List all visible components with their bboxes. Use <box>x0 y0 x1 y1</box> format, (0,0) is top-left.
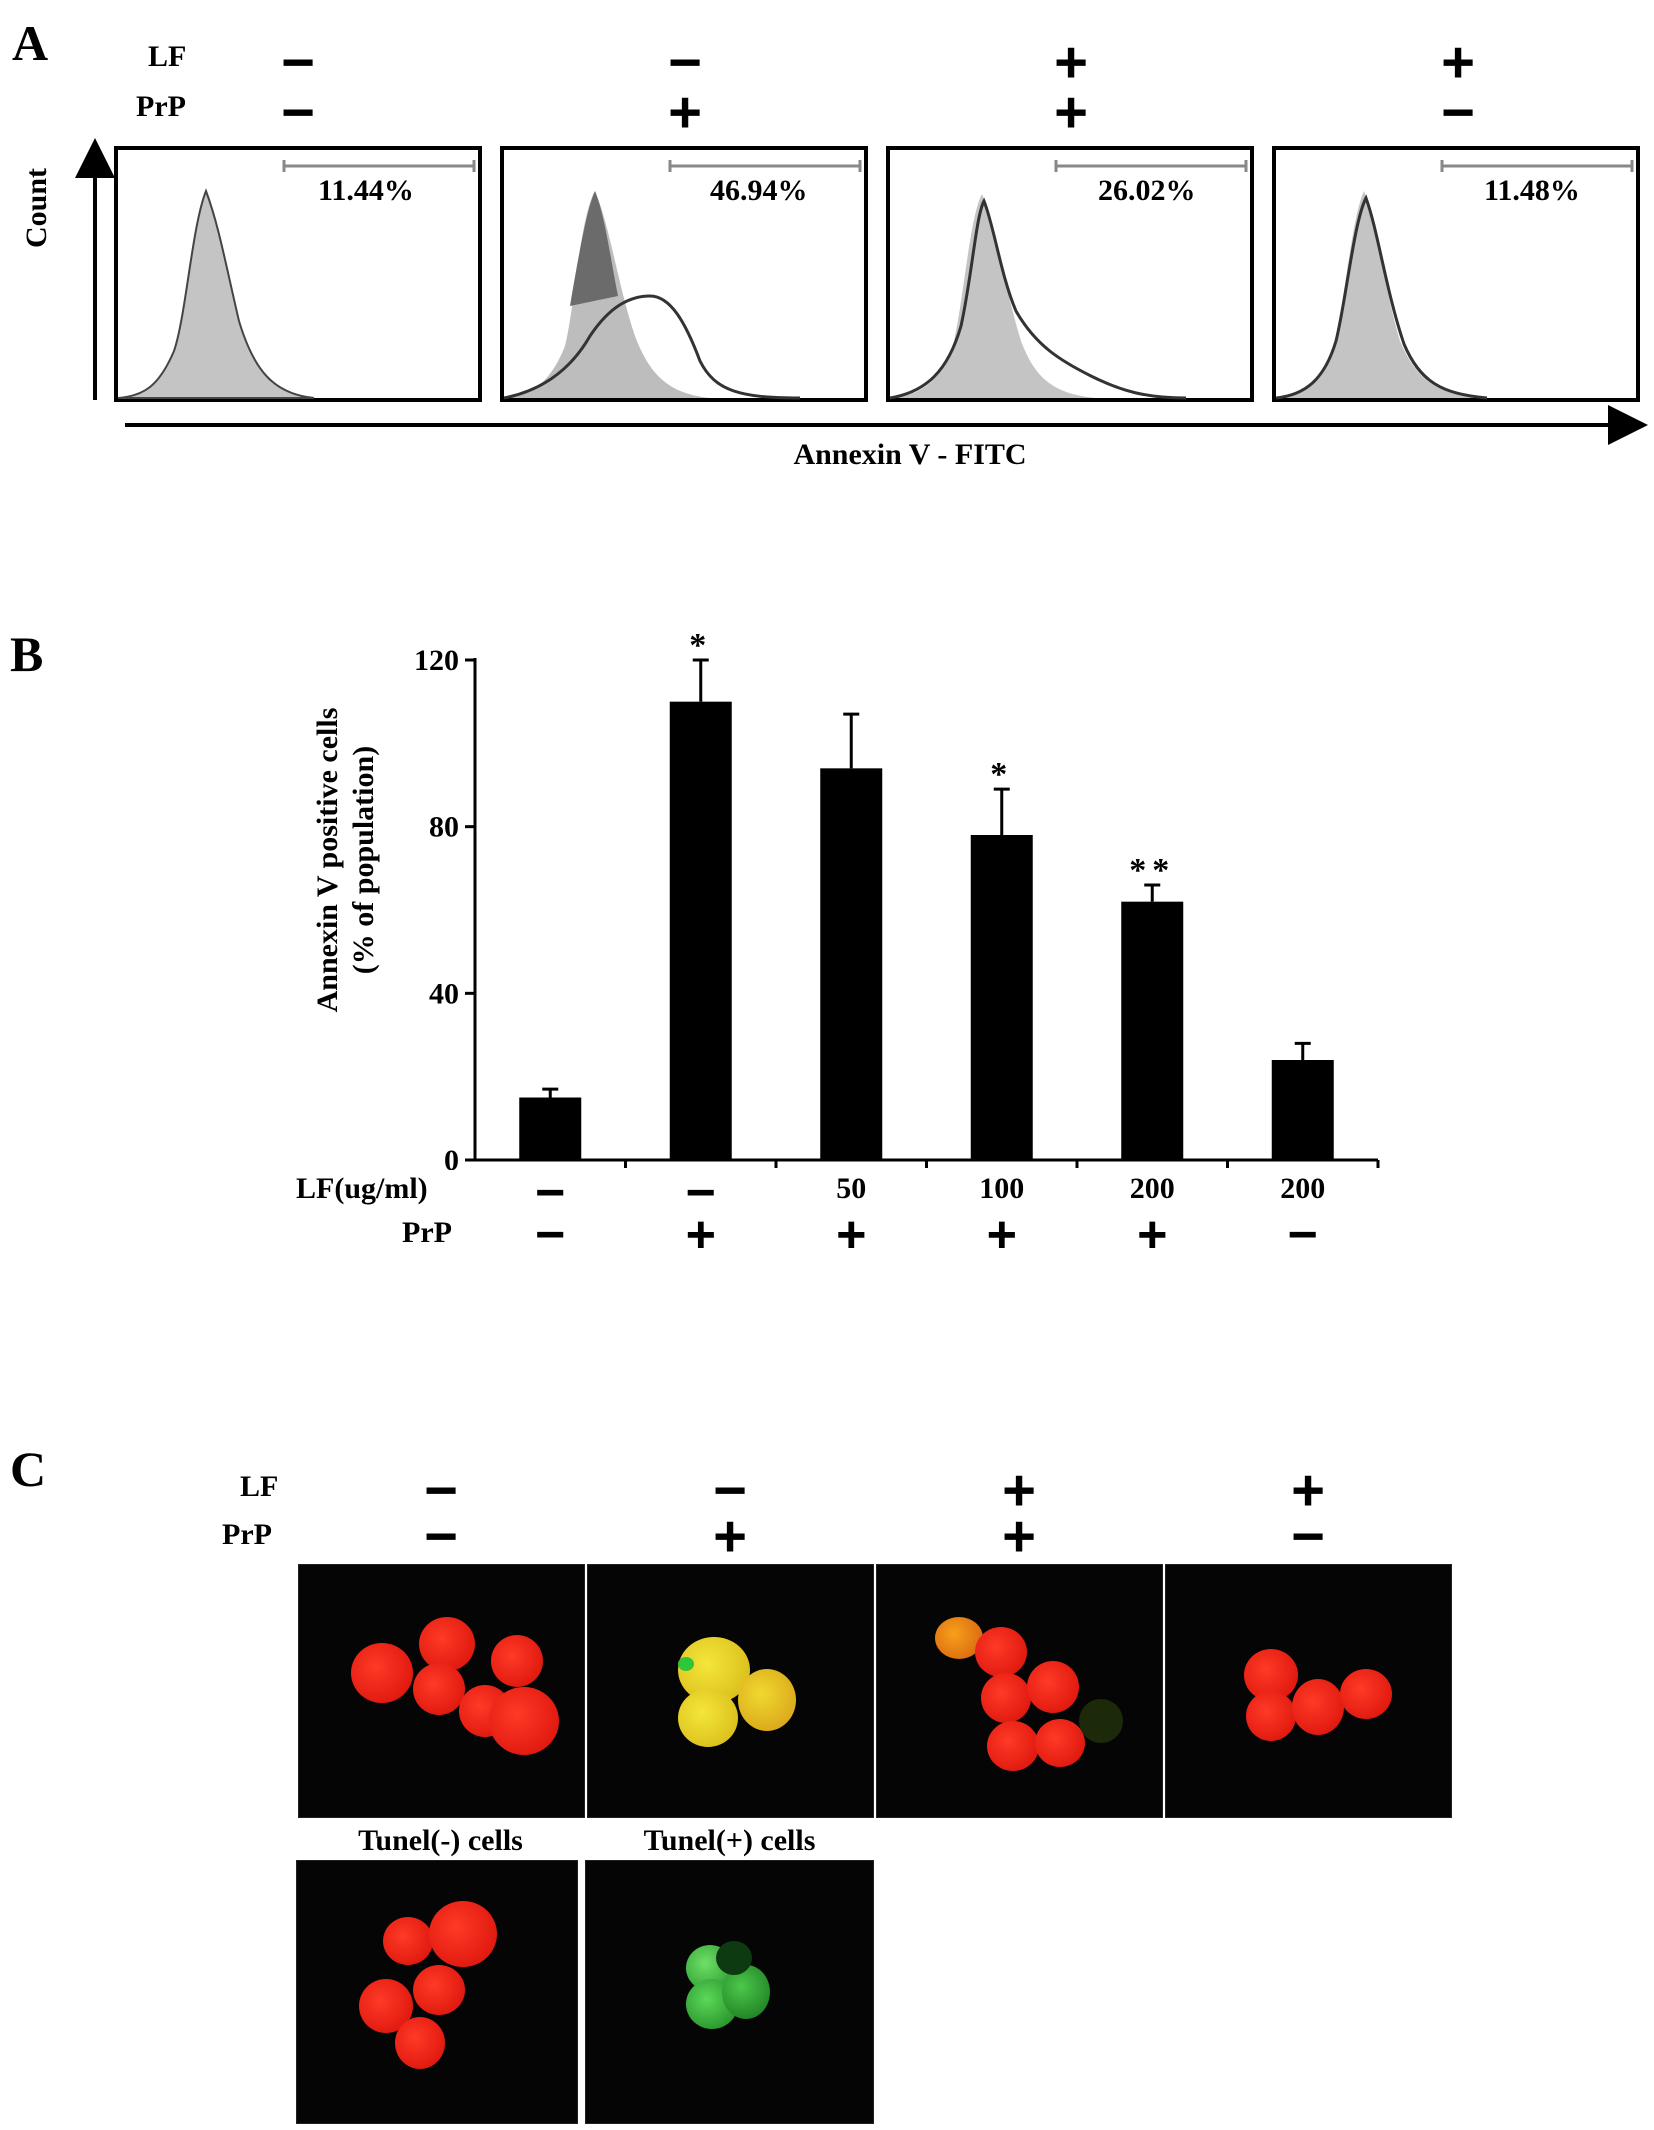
yellow-cell <box>738 1669 796 1731</box>
panel-b-letter: B <box>10 626 44 682</box>
panel-a-letter: A <box>12 15 49 71</box>
chart-lf-value: − <box>535 1164 566 1222</box>
panel-c-lf-label: LF <box>240 1470 279 1503</box>
panel-c-prp-sign-4: − <box>1291 1504 1325 1569</box>
panel-a-axes <box>75 138 1648 445</box>
yellow-cell <box>678 1689 738 1747</box>
bar <box>669 701 732 1160</box>
panel-c-prp-sign-3: + <box>1002 1504 1036 1569</box>
panel-c-prp-label: PrP <box>222 1518 272 1551</box>
significance-marker: * <box>990 756 1013 793</box>
chart-prp-row-label: PrP <box>402 1216 452 1249</box>
red-cell <box>975 1627 1027 1677</box>
red-cell <box>429 1901 497 1967</box>
histogram-4 <box>1272 146 1640 402</box>
significance-marker: * <box>689 627 712 664</box>
red-cell <box>1340 1669 1392 1719</box>
panel-a-prp-sign-2: + <box>668 80 702 145</box>
y-tick-label: 40 <box>429 977 459 1010</box>
panel-a-prp-label: PrP <box>136 90 186 123</box>
panel-a-lf-sign-2: − <box>668 30 702 95</box>
bar <box>820 768 883 1160</box>
red-cell <box>491 1635 543 1687</box>
chart-lf-value: 50 <box>836 1172 867 1205</box>
chart-prp-value: − <box>535 1206 566 1264</box>
y-tick-label: 0 <box>444 1144 459 1170</box>
chart-prp-value: + <box>685 1206 716 1264</box>
green-cell <box>716 1941 752 1975</box>
bar <box>1121 901 1184 1160</box>
annexin-axis-label: Annexin V - FITC <box>793 438 1027 471</box>
panel-c-prp-sign-1: − <box>424 1504 458 1569</box>
green-cell <box>678 1657 694 1671</box>
chart-prp-value: + <box>1137 1206 1168 1264</box>
tunel-positive-caption: Tunel(+) cells <box>643 1824 816 1857</box>
count-axis-label: Count <box>20 167 53 249</box>
micrograph-lf-pos-prp-neg <box>1165 1564 1452 1818</box>
red-cell <box>1027 1661 1079 1713</box>
chart-prp-value: + <box>986 1206 1017 1264</box>
histogram-3-percent: 26.02% <box>1098 174 1196 207</box>
histogram-1 <box>114 146 482 402</box>
panel-a-prp-sign-4: − <box>1441 80 1475 145</box>
panel-c-lf-sign-2: − <box>713 1458 747 1523</box>
panel-c-letter: C <box>10 1441 47 1497</box>
y-tick-label: 120 <box>414 644 459 677</box>
panel-c-lf-sign-3: + <box>1002 1458 1036 1523</box>
red-cell <box>981 1673 1031 1723</box>
chart-lf-value: − <box>685 1164 716 1222</box>
red-cell <box>395 2017 445 2069</box>
bar <box>970 835 1033 1160</box>
micrograph-tunel-negative <box>296 1860 578 2124</box>
y-tick-label: 80 <box>429 811 459 844</box>
significance-marker: ** <box>1129 852 1175 889</box>
micrograph-lf-neg-prp-pos <box>587 1564 874 1818</box>
red-cell <box>351 1643 413 1703</box>
panel-a-lf-sign-1: − <box>281 30 315 95</box>
chart-lf-value: 100 <box>979 1172 1025 1205</box>
histogram-2-percent: 46.94% <box>710 174 808 207</box>
bar <box>1271 1060 1334 1160</box>
faint-cell <box>1079 1699 1123 1743</box>
panel-a-lf-sign-3: + <box>1054 30 1088 95</box>
panel-c-lf-sign-4: + <box>1291 1458 1325 1523</box>
panel-c-lf-sign-1: − <box>424 1458 458 1523</box>
red-cell <box>489 1687 559 1755</box>
histogram-4-percent: 11.48% <box>1484 174 1580 207</box>
red-cell <box>413 1663 465 1715</box>
chart-lf-value: 200 <box>1280 1172 1326 1205</box>
chart-prp-value: − <box>1287 1206 1318 1264</box>
red-cell <box>419 1617 475 1671</box>
red-cell <box>413 1965 465 2015</box>
chart-lf-value: 200 <box>1129 1172 1175 1205</box>
micrograph-tunel-positive <box>585 1860 874 2124</box>
micrograph-lf-pos-prp-pos <box>876 1564 1163 1818</box>
bar <box>519 1097 582 1160</box>
panel-a-lf-sign-4: + <box>1441 30 1475 95</box>
red-cell <box>1292 1679 1344 1735</box>
micrograph-lf-neg-prp-neg <box>298 1564 585 1818</box>
panel-a-prp-sign-3: + <box>1054 80 1088 145</box>
histogram-1-percent: 11.44% <box>318 174 414 207</box>
red-cell <box>1035 1719 1085 1767</box>
chart-prp-value: + <box>836 1206 867 1264</box>
histogram-2 <box>500 146 868 402</box>
panel-c-prp-sign-2: + <box>713 1504 747 1569</box>
red-cell <box>987 1721 1039 1771</box>
red-cell <box>383 1917 433 1965</box>
panel-a-prp-sign-1: − <box>281 80 315 145</box>
red-cell <box>1246 1691 1296 1741</box>
chart-lf-row-label: LF(ug/ml) <box>296 1172 428 1205</box>
histogram-3 <box>886 146 1254 402</box>
tunel-negative-caption: Tunel(-) cells <box>358 1824 523 1857</box>
panel-a-lf-label: LF <box>148 40 187 73</box>
